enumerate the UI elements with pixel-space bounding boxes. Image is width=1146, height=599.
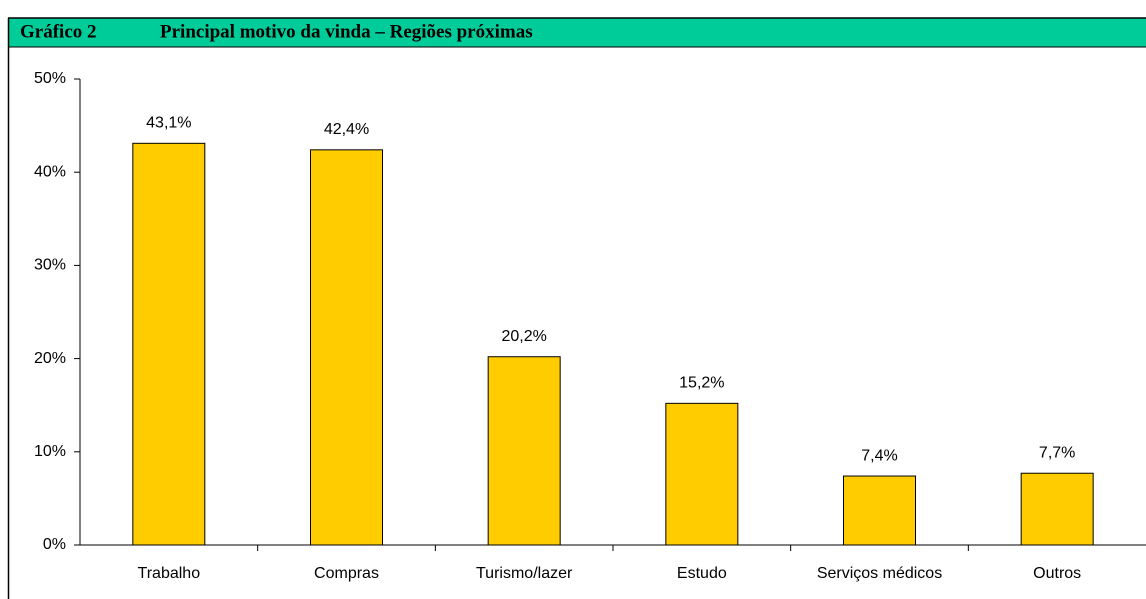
y-tick-label: 30%: [34, 257, 66, 274]
y-tick-label: 10%: [34, 443, 66, 460]
bar: [1020, 472, 1094, 546]
value-label: 43,1%: [146, 115, 191, 132]
chart-title: Principal motivo da vinda – Regiões próx…: [160, 21, 533, 42]
x-tick-label: Estudo: [677, 565, 727, 582]
chart-label: Gráfico 2: [20, 21, 97, 42]
bar: [310, 149, 383, 546]
y-tick-label: 0%: [43, 536, 66, 553]
value-label: 7,7%: [1039, 444, 1075, 461]
bar: [843, 475, 916, 546]
value-label: 15,2%: [679, 375, 724, 392]
value-label: 42,4%: [324, 121, 369, 138]
y-tick-label: 50%: [34, 70, 66, 87]
y-tick-label: 20%: [34, 350, 66, 367]
x-tick-label: Outros: [1033, 565, 1081, 582]
bar: [132, 142, 206, 546]
value-label: 20,2%: [501, 328, 546, 345]
header-bar: [8, 18, 1146, 47]
x-tick-label: Trabalho: [138, 565, 201, 582]
x-tick-label: Turismo/lazer: [476, 565, 573, 582]
bar: [665, 402, 739, 546]
y-tick-label: 40%: [34, 163, 66, 180]
value-label: 7,4%: [861, 447, 897, 464]
bar: [487, 356, 561, 546]
x-tick-label: Compras: [314, 565, 379, 582]
x-tick-label: Serviços médicos: [817, 565, 942, 582]
